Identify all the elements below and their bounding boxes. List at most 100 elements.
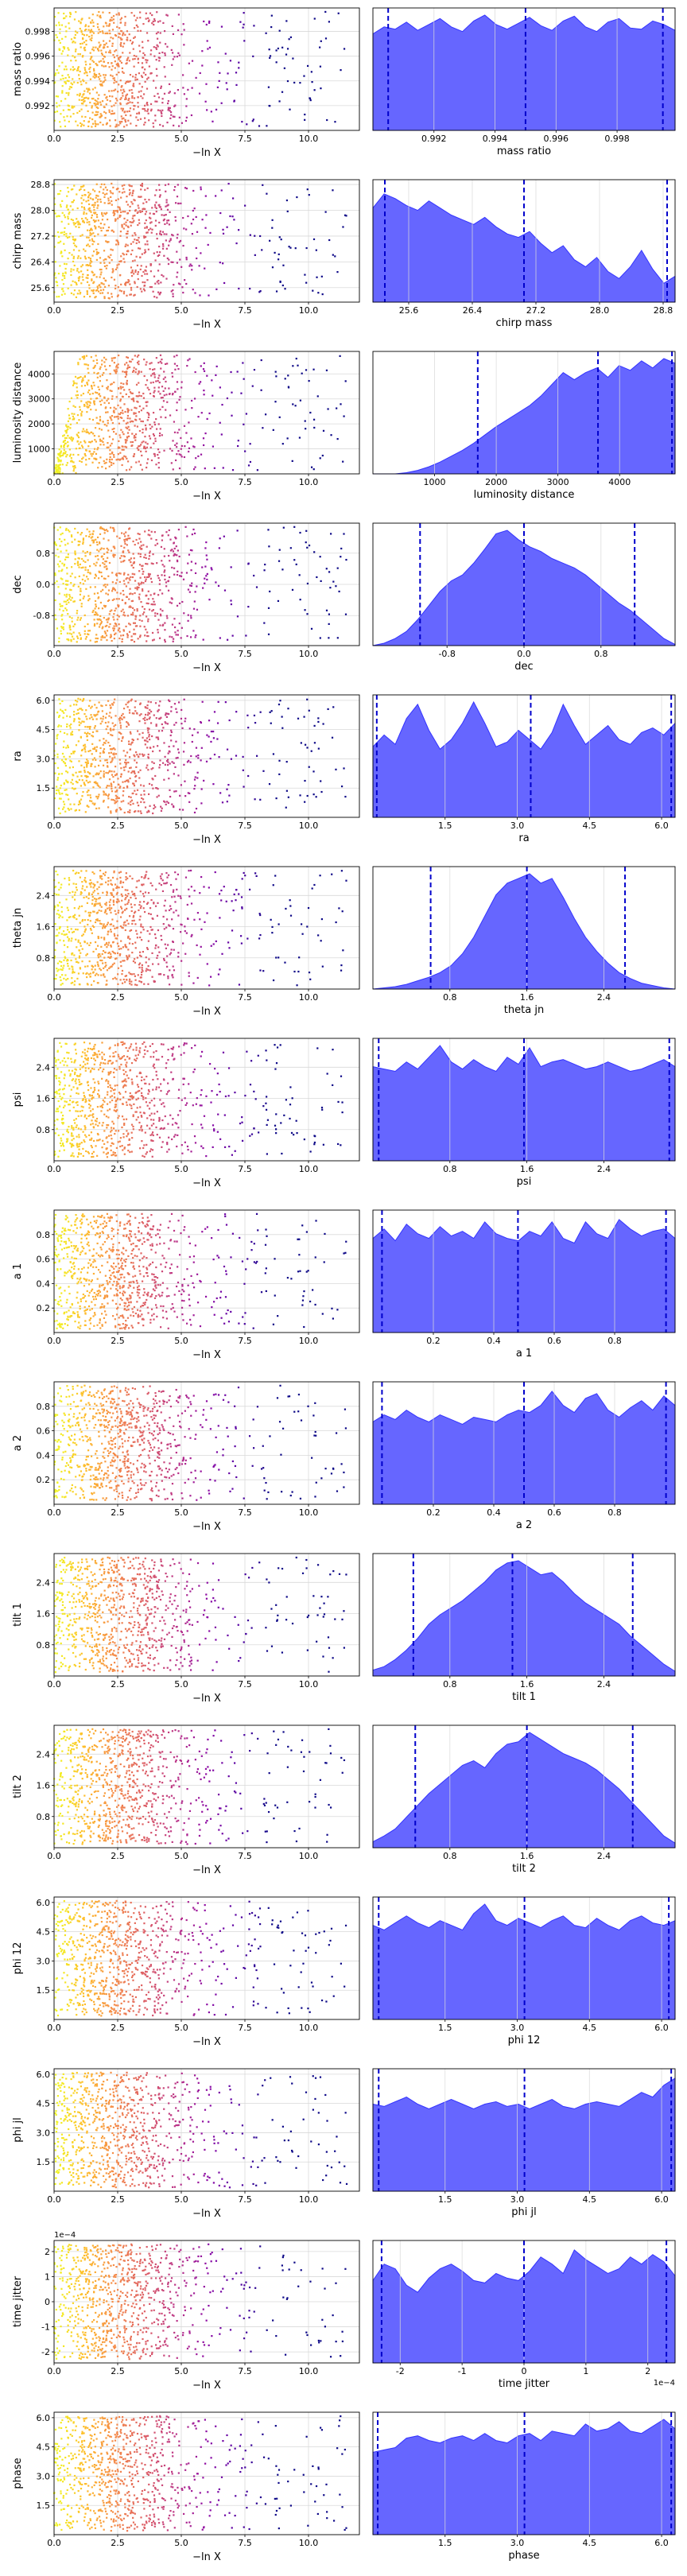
trace-point [80,460,83,464]
trace-point [160,397,162,399]
trace-point [76,377,79,379]
trace-point [129,579,131,581]
trace-point [105,461,107,464]
trace-point [135,242,138,245]
trace-point [155,464,157,466]
trace-point [91,188,95,191]
trace-point [110,634,112,636]
trace-point [328,613,331,615]
kde-xtick-label: 28.0 [590,305,610,316]
trace-point [203,362,205,364]
trace-point [96,372,99,375]
trace-point [103,462,106,464]
trace-point [70,218,72,221]
trace-point [96,392,99,394]
trace-point [103,774,105,777]
trace-point [58,471,60,474]
trace-point [151,631,154,634]
trace-point [129,205,131,208]
trace-point [60,189,62,192]
trace-point [86,735,88,737]
trace-point [147,598,149,600]
trace-point [92,786,95,789]
trace-point [106,99,109,101]
trace-point [138,964,141,966]
trace-point [74,222,77,224]
kde-xtick-label: 25.6 [399,305,419,316]
trace-xlabel: −ln X [192,834,221,846]
trace-point [200,188,202,191]
trace-point [227,784,230,786]
trace-point [188,801,191,803]
trace-point [133,65,135,68]
trace-point [66,462,68,464]
trace-point [164,578,166,581]
trace-point [113,77,115,80]
trace-point [164,641,166,643]
trace-point [95,749,98,751]
trace-point [247,774,250,778]
trace-point [160,208,162,211]
trace-point [164,763,167,766]
trace-point [111,451,114,454]
trace-point [95,91,98,94]
trace-point [103,566,106,568]
trace-point [127,779,130,782]
trace-point [109,390,111,392]
trace-point [84,71,87,73]
trace-ytick-label: 4000 [28,369,50,379]
trace-point [78,78,80,80]
trace-point [95,772,98,774]
trace-point [103,259,105,262]
trace-point [167,107,170,109]
trace-point [83,769,86,772]
trace-point [114,33,117,37]
trace-point [121,120,123,123]
trace-point [193,532,196,535]
trace-xtick-label: 2.5 [111,821,125,831]
trace-point [59,731,62,733]
trace-point [81,795,83,797]
trace-point [164,574,166,576]
trace-point [185,258,188,261]
trace-point [98,72,100,76]
trace-point [138,636,142,638]
trace-point [164,629,166,631]
trace-point [130,253,133,255]
trace-point [90,452,92,455]
trace-point [59,605,62,607]
trace-point [184,930,186,933]
trace-point [111,774,114,776]
trace-point [99,30,102,33]
trace-point [169,110,171,112]
trace-point [97,219,99,222]
trace-point [80,29,83,32]
trace-point [103,196,106,199]
trace-point [90,211,92,213]
trace-point [312,289,314,292]
trace-point [69,596,72,598]
trace-point [125,596,128,598]
trace-point [112,18,114,21]
trace-point [122,589,124,592]
trace-point [320,87,322,90]
trace-point [60,445,63,448]
trace-point [56,756,59,758]
trace-point [95,718,98,720]
trace-point [75,744,78,747]
trace-point [165,277,168,280]
trace-point [123,769,126,771]
trace-point [95,782,97,785]
trace-point [164,755,166,758]
trace-point [148,435,151,437]
trace-point [109,909,111,911]
trace-point [86,726,89,728]
trace-ytick-label: 0.994 [25,76,51,87]
trace-point [87,110,89,112]
trace-point [70,582,72,584]
trace-point [173,554,175,557]
trace-point [105,267,107,270]
trace-point [60,983,62,986]
trace-point [120,767,122,770]
trace-point [73,239,76,242]
